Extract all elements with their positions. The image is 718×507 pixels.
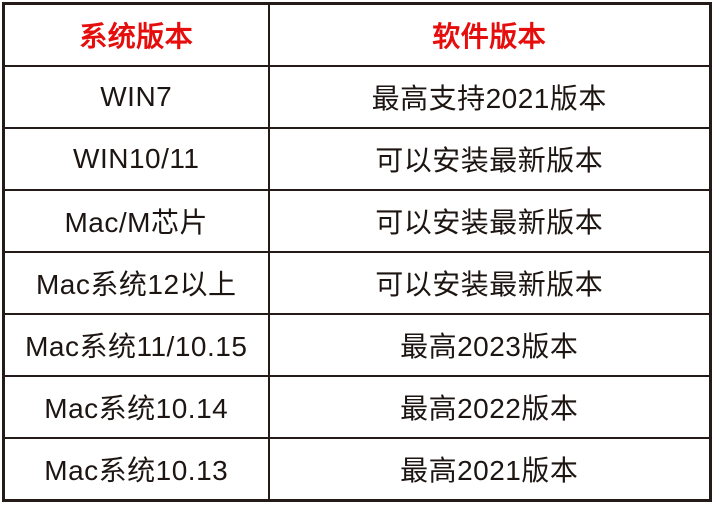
table-row: Mac系统12以上 可以安装最新版本 xyxy=(2,250,712,315)
table-header-row: 系统版本 软件版本 xyxy=(2,2,712,68)
table-row: Mac系统10.14 最高2022版本 xyxy=(2,374,712,439)
cell-software-version: 最高2023版本 xyxy=(267,312,712,377)
table-row: WIN7 最高支持2021版本 xyxy=(2,65,712,130)
cell-software-version: 可以安装最新版本 xyxy=(267,250,712,315)
cell-software-version: 最高支持2021版本 xyxy=(267,65,712,130)
cell-system-version: Mac系统12以上 xyxy=(2,250,270,315)
cell-software-version: 可以安装最新版本 xyxy=(267,127,712,192)
cell-system-version: Mac/M芯片 xyxy=(2,189,270,253)
cell-software-version: 可以安装最新版本 xyxy=(267,189,712,253)
cell-system-version: Mac系统11/10.15 xyxy=(2,312,270,377)
compatibility-table: 系统版本 软件版本 WIN7 最高支持2021版本 WIN10/11 可以安装最… xyxy=(2,2,712,502)
cell-system-version: Mac系统10.14 xyxy=(2,374,270,439)
column-header-system-version: 系统版本 xyxy=(2,2,270,68)
table-row: Mac系统10.13 最高2021版本 xyxy=(2,436,712,502)
table-row: Mac系统11/10.15 最高2023版本 xyxy=(2,312,712,377)
cell-software-version: 最高2022版本 xyxy=(267,374,712,439)
table-row: WIN10/11 可以安装最新版本 xyxy=(2,127,712,192)
cell-system-version: WIN7 xyxy=(2,65,270,130)
column-header-software-version: 软件版本 xyxy=(267,2,712,68)
cell-system-version: Mac系统10.13 xyxy=(2,436,270,502)
cell-system-version: WIN10/11 xyxy=(2,127,270,192)
table-row: Mac/M芯片 可以安装最新版本 xyxy=(2,189,712,253)
cell-software-version: 最高2021版本 xyxy=(267,436,712,502)
